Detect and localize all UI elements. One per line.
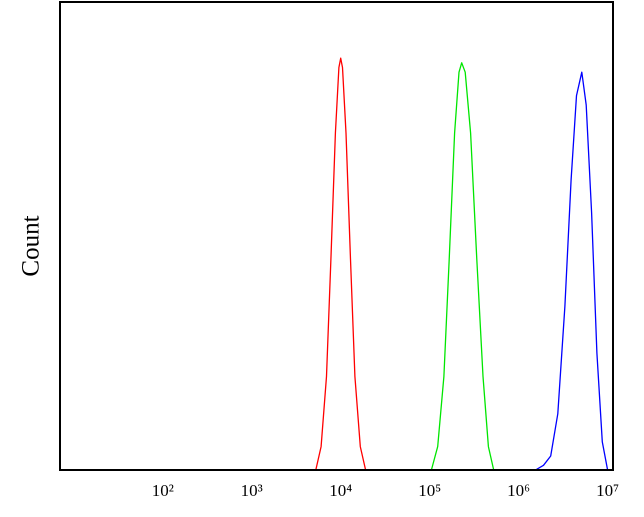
- x-tick-label: 10⁷: [596, 481, 619, 500]
- histogram-line: [315, 57, 367, 471]
- x-tick-label: 10³: [241, 481, 263, 500]
- plot-frame: [59, 1, 614, 471]
- x-tick-label: 10²: [152, 481, 174, 500]
- y-axis-label: Count: [18, 215, 45, 276]
- x-tick-label: 10⁵: [418, 481, 441, 500]
- histogram-line: [430, 62, 495, 471]
- x-tick-label: 10⁴: [329, 481, 352, 500]
- x-tick-label: 10⁶: [507, 481, 530, 500]
- histogram-line: [535, 71, 609, 471]
